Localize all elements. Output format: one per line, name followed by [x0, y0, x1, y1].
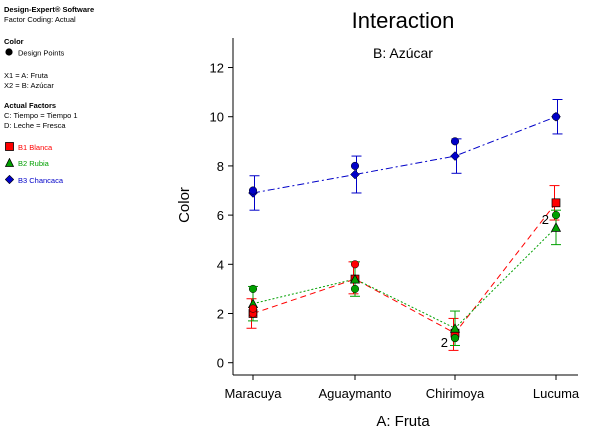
design-point: [350, 284, 360, 293]
y-axis-label: Color: [176, 187, 193, 223]
series-marker: [551, 198, 561, 208]
y-tick-label: 10: [210, 110, 224, 125]
series-line: [252, 116, 557, 194]
factor-c-label: C: Tiempo = Tiempo 1: [4, 111, 78, 120]
design-point: [248, 304, 258, 313]
factor-d-label: D: Leche = Fresca: [4, 121, 66, 130]
chart-subtitle: B: Azúcar: [373, 45, 433, 61]
y-tick-label: 4: [217, 257, 224, 272]
design-point: [248, 186, 258, 195]
point-count-label: 2: [542, 212, 549, 227]
legend-item-b2: B2 Rubia: [4, 157, 49, 170]
design-point: [350, 161, 360, 170]
x-tick-label: Aguaymanto: [319, 386, 392, 401]
plot-area: 0 2 4 6 8 10 12 Maracuya Aguaymanto Chirimoya Lucu…: [210, 38, 580, 401]
green-triangle-icon: [4, 157, 14, 170]
series-line: [252, 227, 557, 329]
chart-title: Interaction: [352, 8, 455, 33]
series-marker: [349, 273, 361, 284]
response-heading: Color: [4, 37, 24, 46]
legend-label-b3: B3 Chancaca: [18, 175, 64, 185]
series-marker: [550, 222, 562, 232]
legend-item-b3: B3 Chancaca: [4, 174, 64, 187]
legend-label-b2: B2 Rubia: [18, 158, 49, 168]
legend-item-b1: B1 Blanca: [4, 142, 52, 154]
design-points-row: Design Points: [4, 48, 64, 59]
design-point: [551, 112, 561, 121]
point-count-label: 2: [441, 335, 448, 350]
design-point: [350, 260, 360, 269]
x2-label: X2 = B: Azúcar: [4, 81, 54, 90]
series-marker: [450, 151, 460, 161]
series-line: [252, 202, 557, 334]
x-axis-label: A: Fruta: [376, 413, 430, 430]
actual-factors-heading: Actual Factors: [4, 101, 57, 110]
design-point: [450, 334, 460, 343]
y-tick-label: 12: [210, 61, 224, 76]
design-points-label: Design Points: [18, 48, 65, 58]
x-tick-label: Maracuya: [224, 386, 282, 401]
blue-diamond-icon: [4, 174, 14, 187]
software-title: Design-Expert® Software: [4, 5, 95, 14]
design-point: [248, 284, 258, 293]
y-tick-label: 0: [217, 356, 224, 371]
factor-coding-label: Factor Coding: Actual: [4, 15, 76, 24]
x-tick-label: Chirimoya: [426, 386, 485, 401]
design-point-icon: [4, 48, 14, 59]
y-tick-label: 8: [217, 159, 224, 174]
red-square-icon: [4, 142, 14, 154]
y-tick-label: 6: [217, 208, 224, 223]
y-tick-label: 2: [217, 307, 224, 322]
x-tick-label: Lucuma: [533, 386, 580, 401]
design-point: [450, 137, 460, 146]
legend-label-b1: B1 Blanca: [18, 142, 53, 152]
x1-label: X1 = A: Fruta: [4, 71, 48, 80]
design-point: [551, 211, 561, 220]
series-marker: [449, 323, 461, 333]
series-marker: [350, 169, 360, 180]
